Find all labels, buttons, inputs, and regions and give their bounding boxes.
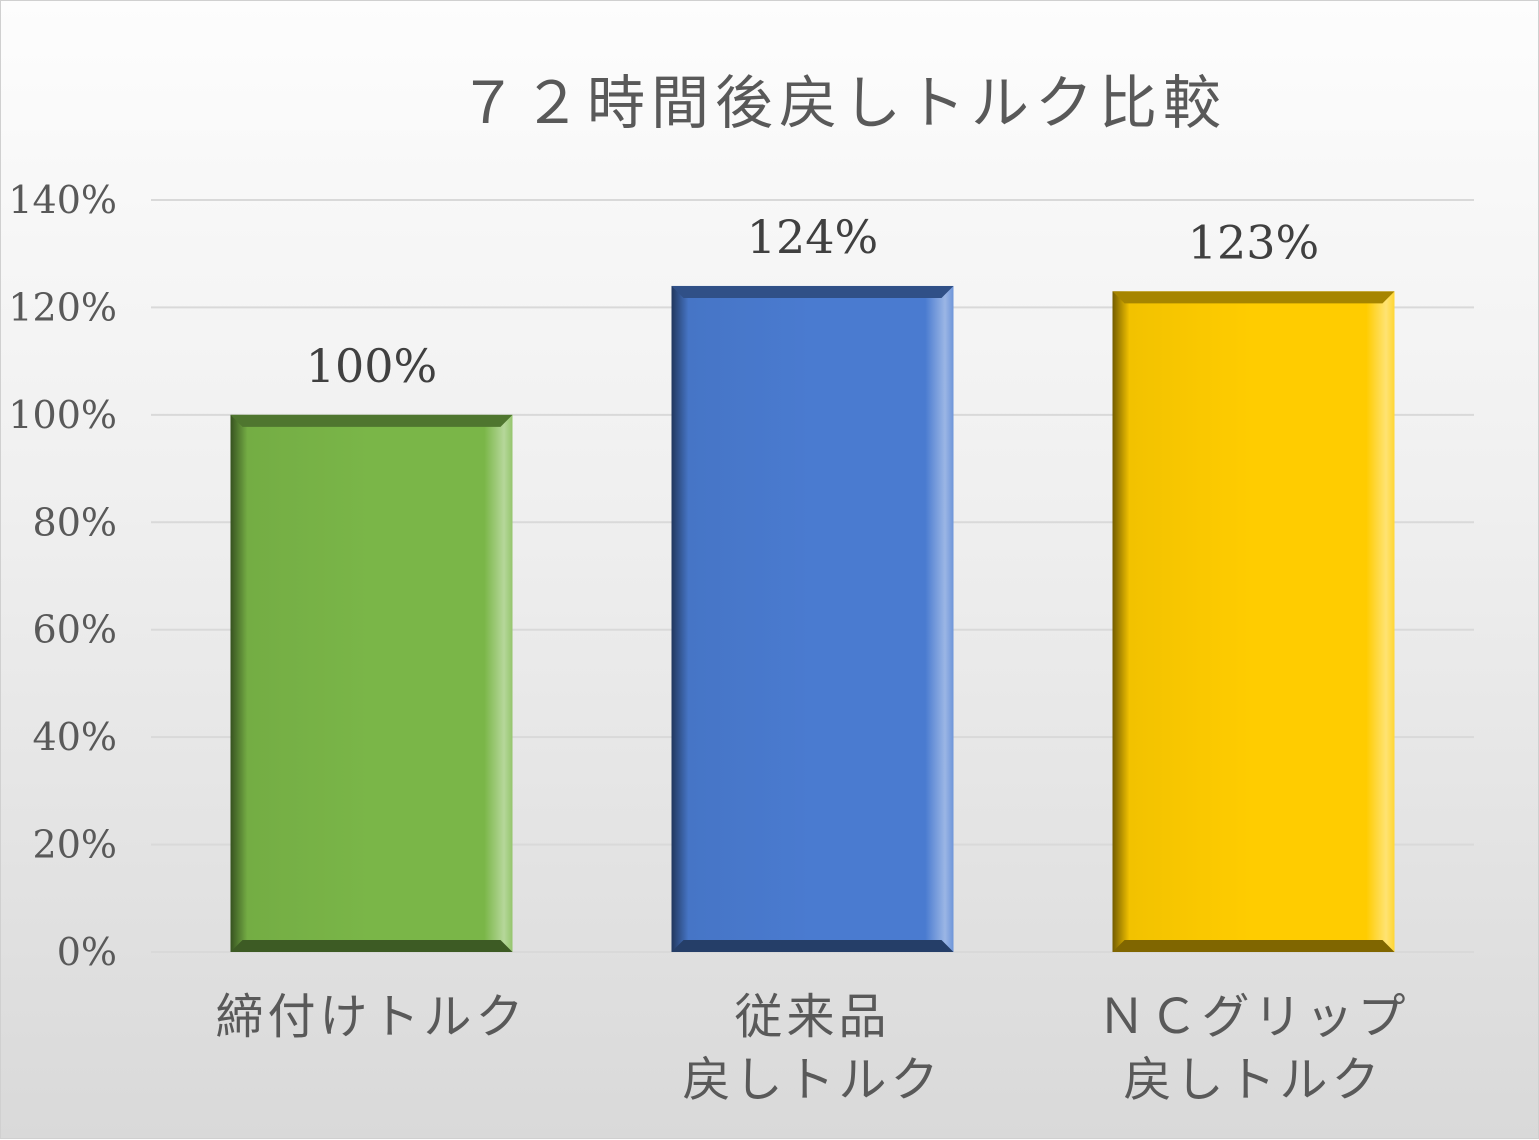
x-tick-label: ＮＣグリップ [1097, 989, 1409, 1045]
y-tick-label: 0% [57, 930, 117, 974]
bar-top-bevel [671, 285, 954, 298]
y-tick-label: 60% [33, 608, 117, 652]
bar [1112, 291, 1395, 952]
bar-bottom-bevel [230, 940, 513, 952]
bar-body [230, 414, 513, 952]
y-tick-label: 40% [33, 715, 117, 759]
y-tick-label: 80% [33, 500, 117, 544]
y-tick-label: 20% [33, 823, 117, 867]
data-labels: 100% 124% 123% [306, 210, 1320, 393]
x-tick-label: 従来品 [734, 989, 890, 1045]
bar-top-bevel [1112, 291, 1395, 304]
data-label: 124% [747, 210, 879, 264]
bars [230, 285, 1395, 952]
bar-body [1112, 291, 1395, 952]
x-tick-label: 戻しトルク [1123, 1052, 1383, 1108]
bar-top-bevel [230, 414, 513, 427]
bar-bottom-bevel [671, 940, 954, 952]
data-label: 100% [306, 339, 438, 393]
bar [671, 285, 954, 952]
y-tick-label: 100% [8, 393, 117, 437]
bar-bottom-bevel [1112, 940, 1395, 952]
y-axis: 0% 20% 40% 60% 80% 100% 120% 140% [8, 178, 117, 974]
y-tick-label: 140% [8, 178, 117, 222]
chart-title: ７２時間後戻しトルク比較 [459, 69, 1227, 137]
data-label: 123% [1188, 215, 1320, 269]
bar-body [671, 285, 954, 952]
x-tick-label: 戻しトルク [682, 1052, 942, 1108]
y-tick-label: 120% [8, 285, 117, 329]
bar [230, 414, 513, 952]
x-tick-label: 締付けトルク [215, 989, 527, 1045]
